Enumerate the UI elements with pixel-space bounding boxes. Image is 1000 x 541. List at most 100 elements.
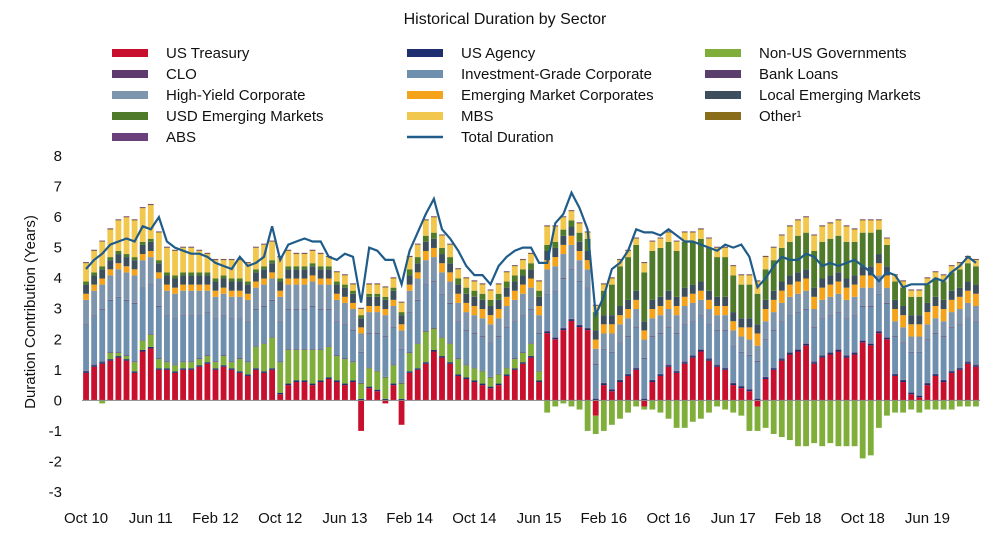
- bar-segment: [665, 327, 672, 328]
- bar-segment: [196, 365, 203, 367]
- bar-segment: [487, 305, 494, 316]
- bar-segment: [463, 365, 470, 378]
- bar-segment: [212, 260, 219, 279]
- bar-segment: [455, 321, 462, 322]
- bar-segment: [139, 288, 146, 341]
- bar-segment: [843, 241, 850, 279]
- bar-segment: [487, 315, 494, 325]
- bar-segment: [673, 400, 680, 428]
- bar-segment: [147, 334, 154, 347]
- bar-segment: [293, 349, 300, 350]
- bar-segment: [924, 340, 931, 383]
- y-tick-label: 8: [54, 148, 62, 165]
- bar-segment: [220, 258, 227, 260]
- bar-segment: [172, 365, 178, 372]
- bar-segment: [439, 337, 445, 338]
- legend-label: US Agency: [461, 45, 536, 62]
- bar-segment: [431, 328, 437, 350]
- bar-segment: [471, 333, 478, 335]
- bar-segment: [479, 283, 486, 284]
- bar-segment: [519, 269, 526, 276]
- bar-segment: [317, 253, 324, 255]
- bar-segment: [382, 315, 389, 337]
- bar-segment: [924, 324, 931, 340]
- bar-segment: [657, 334, 664, 374]
- bar-segment: [592, 400, 599, 416]
- bar-segment: [382, 299, 389, 310]
- bar-segment: [956, 309, 963, 325]
- bar-segment: [665, 232, 672, 242]
- bar-segment: [155, 272, 162, 279]
- bar-segment: [706, 299, 712, 310]
- bar-segment: [819, 318, 826, 356]
- bar-segment: [228, 362, 235, 369]
- bar-segment: [519, 258, 526, 260]
- bar-segment: [244, 374, 251, 376]
- bar-segment: [471, 367, 478, 369]
- bar-segment: [908, 289, 915, 291]
- bar-segment: [455, 359, 462, 375]
- bar-segment: [439, 247, 445, 255]
- bar-segment: [706, 324, 712, 359]
- bar-segment: [342, 359, 348, 384]
- bar-segment: [358, 383, 365, 399]
- bar-segment: [528, 343, 534, 357]
- bar-segment: [350, 380, 356, 383]
- bar-segment: [738, 386, 745, 389]
- legend-swatch: [112, 49, 148, 57]
- bar-segment: [916, 324, 923, 337]
- bar-segment: [657, 296, 664, 306]
- bar-segment: [244, 375, 251, 401]
- bar-segment: [641, 262, 648, 264]
- bar-segment: [495, 318, 502, 337]
- bar-segment: [366, 296, 373, 306]
- bar-segment: [123, 356, 130, 360]
- bar-segment: [99, 362, 106, 364]
- legend-label: US Treasury: [166, 45, 250, 62]
- bar-segment: [786, 226, 793, 242]
- bar-segment: [754, 280, 761, 282]
- bar-segment: [641, 272, 648, 322]
- bar-segment: [123, 272, 130, 300]
- bar-segment: [180, 246, 187, 248]
- bar-segment: [803, 269, 809, 279]
- bar-segment: [358, 309, 365, 316]
- total-duration-line: [85, 190, 977, 320]
- bar-segment: [342, 383, 348, 386]
- bar-segment: [155, 368, 162, 370]
- bar-segment: [528, 357, 534, 401]
- bar-segment: [754, 324, 761, 334]
- bar-segment: [406, 284, 413, 291]
- legend-swatch: [705, 70, 741, 78]
- bar-segment: [924, 278, 931, 285]
- bar-segment: [366, 283, 373, 285]
- bar-segment: [673, 334, 680, 371]
- bar-segment: [948, 265, 955, 267]
- bar-segment: [714, 296, 720, 306]
- bar-segment: [83, 281, 89, 285]
- bar-segment: [463, 277, 470, 278]
- bar-segment: [83, 262, 89, 264]
- bar-segment: [633, 238, 640, 245]
- bar-segment: [172, 250, 178, 276]
- bar-segment: [342, 296, 348, 303]
- bar-segment: [900, 342, 907, 344]
- bar-segment: [414, 243, 421, 245]
- bar-segment: [948, 290, 955, 300]
- bar-segment: [455, 293, 462, 303]
- bar-segment: [811, 309, 818, 328]
- bar-segment: [107, 257, 114, 261]
- bar-segment: [261, 343, 267, 344]
- bar-segment: [439, 263, 445, 273]
- bar-segment: [835, 312, 842, 313]
- bar-segment: [447, 281, 454, 303]
- bar-segment: [730, 382, 737, 384]
- bar-segment: [406, 255, 413, 257]
- bar-segment: [212, 296, 219, 319]
- bar-segment: [455, 284, 462, 294]
- bar-segment: [406, 371, 413, 373]
- bar-segment: [908, 400, 915, 410]
- bar-segment: [147, 285, 154, 335]
- bar-segment: [325, 346, 332, 378]
- bar-segment: [390, 277, 397, 278]
